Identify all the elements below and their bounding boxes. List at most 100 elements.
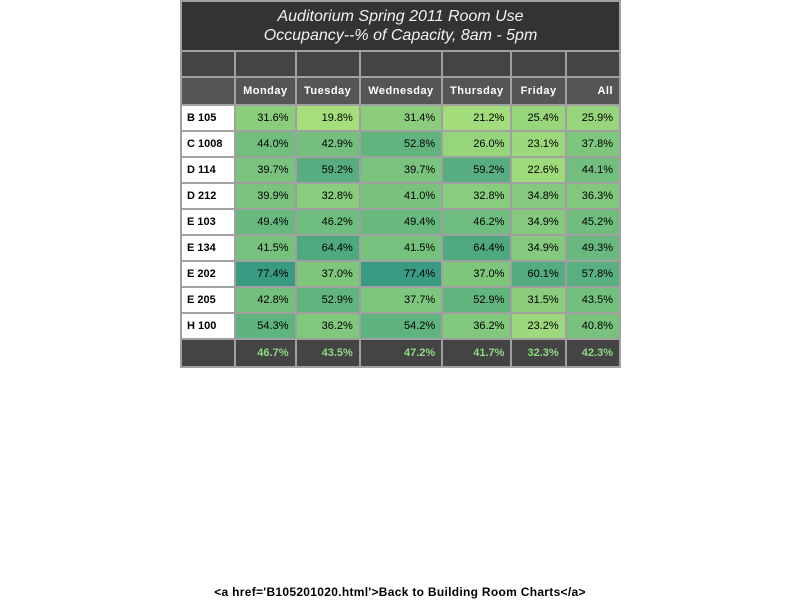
heatmap-cell: 46.2% (296, 210, 359, 234)
heatmap-cell: 42.8% (236, 288, 295, 312)
heatmap-cell: 36.3% (566, 184, 619, 208)
heatmap-cell: 19.8% (296, 106, 359, 130)
heatmap-cell: 32.8% (443, 184, 511, 208)
heatmap-cell: 21.2% (443, 106, 511, 130)
heatmap-cell: 49.4% (360, 210, 442, 234)
chart-subtitle: Occupancy--% of Capacity, 8am - 5pm (263, 27, 538, 44)
total-cell-monday: 46.7% (236, 340, 295, 366)
heatmap-cell: 31.4% (360, 106, 442, 130)
row-label-room: H 100 (182, 314, 235, 338)
chart-title: Auditorium Spring 2011 Room Use (277, 8, 524, 25)
total-cell-all: 42.3% (566, 340, 619, 366)
heatmap-cell: 52.8% (360, 132, 442, 156)
table-row: B 105 31.6% 19.8% 31.4% 21.2% 25.4% 25.9% (182, 106, 619, 130)
occupancy-table: Auditorium Spring 2011 Room Use Occupanc… (180, 0, 621, 368)
heatmap-cell: 37.8% (566, 132, 619, 156)
row-label-room: E 103 (182, 210, 235, 234)
heatmap-cell: 64.4% (443, 236, 511, 260)
table-row: D 114 39.7% 59.2% 39.7% 59.2% 22.6% 44.1% (182, 158, 619, 182)
heatmap-cell: 52.9% (296, 288, 359, 312)
occupancy-heatmap: Auditorium Spring 2011 Room Use Occupanc… (180, 0, 621, 368)
heatmap-cell: 23.2% (512, 314, 565, 338)
table-row: E 205 42.8% 52.9% 37.7% 52.9% 31.5% 43.5% (182, 288, 619, 312)
heatmap-cell: 23.1% (512, 132, 565, 156)
heatmap-cell: 37.0% (443, 262, 511, 286)
heatmap-cell: 46.2% (443, 210, 511, 234)
heatmap-cell: 45.2% (566, 210, 619, 234)
heatmap-cell: 49.4% (236, 210, 295, 234)
heatmap-cell: 41.0% (360, 184, 442, 208)
corner-cell (182, 78, 235, 104)
blank-header-row (182, 52, 619, 76)
blank-cell (512, 52, 565, 76)
heatmap-cell: 26.0% (443, 132, 511, 156)
total-cell-friday: 32.3% (512, 340, 565, 366)
table-body: B 105 31.6% 19.8% 31.4% 21.2% 25.4% 25.9% C 100… (182, 106, 619, 338)
heatmap-cell: 77.4% (236, 262, 295, 286)
totals-row: 46.7% 43.5% 47.2% 41.7% 32.3% 42.3% (182, 340, 619, 366)
heatmap-cell: 41.5% (360, 236, 442, 260)
row-label-room: C 1008 (182, 132, 235, 156)
heatmap-cell: 34.8% (512, 184, 565, 208)
heatmap-cell: 59.2% (443, 158, 511, 182)
column-header-all: All (566, 78, 619, 104)
row-label-room: E 202 (182, 262, 235, 286)
heatmap-cell: 22.6% (512, 158, 565, 182)
blank-cell (360, 52, 442, 76)
table-row: C 1008 44.0% 42.9% 52.8% 26.0% 23.1% 37.8% (182, 132, 619, 156)
heatmap-cell: 39.7% (236, 158, 295, 182)
heatmap-cell: 44.0% (236, 132, 295, 156)
heatmap-cell: 25.4% (512, 106, 565, 130)
row-label-room: D 114 (182, 158, 235, 182)
table-row: E 134 41.5% 64.4% 41.5% 64.4% 34.9% 49.3% (182, 236, 619, 260)
column-header-friday: Friday (512, 78, 565, 104)
total-cell-wednesday: 47.2% (360, 340, 442, 366)
heatmap-cell: 37.7% (360, 288, 442, 312)
chart-title-block: Auditorium Spring 2011 Room Use Occupanc… (182, 2, 619, 50)
table-row: H 100 54.3% 36.2% 54.2% 36.2% 23.2% 40.8% (182, 314, 619, 338)
heatmap-cell: 39.9% (236, 184, 295, 208)
heatmap-cell: 36.2% (296, 314, 359, 338)
heatmap-cell: 37.0% (296, 262, 359, 286)
blank-cell (236, 52, 295, 76)
heatmap-cell: 59.2% (296, 158, 359, 182)
heatmap-cell: 40.8% (566, 314, 619, 338)
heatmap-cell: 43.5% (566, 288, 619, 312)
heatmap-cell: 34.9% (512, 210, 565, 234)
blank-cell (182, 52, 235, 76)
heatmap-cell: 49.3% (566, 236, 619, 260)
column-header-monday: Monday (236, 78, 295, 104)
column-header-row: Monday Tuesday Wednesday Thursday Friday… (182, 78, 619, 104)
row-label-room: B 105 (182, 106, 235, 130)
totals-label-cell (182, 340, 235, 366)
heatmap-cell: 25.9% (566, 106, 619, 130)
row-label-room: E 205 (182, 288, 235, 312)
heatmap-cell: 36.2% (443, 314, 511, 338)
heatmap-cell: 54.3% (236, 314, 295, 338)
blank-cell (296, 52, 359, 76)
heatmap-cell: 44.1% (566, 158, 619, 182)
table-row: E 202 77.4% 37.0% 77.4% 37.0% 60.1% 57.8% (182, 262, 619, 286)
heatmap-cell: 39.7% (360, 158, 442, 182)
heatmap-cell: 41.5% (236, 236, 295, 260)
heatmap-cell: 31.6% (236, 106, 295, 130)
row-label-room: D 212 (182, 184, 235, 208)
column-header-wednesday: Wednesday (360, 78, 442, 104)
heatmap-cell: 52.9% (443, 288, 511, 312)
heatmap-cell: 32.8% (296, 184, 359, 208)
table-row: D 212 39.9% 32.8% 41.0% 32.8% 34.8% 36.3% (182, 184, 619, 208)
heatmap-cell: 34.9% (512, 236, 565, 260)
back-link-text[interactable]: <a href='B105201020.html'>Back to Buildi… (214, 585, 586, 599)
heatmap-cell: 57.8% (566, 262, 619, 286)
heatmap-cell: 31.5% (512, 288, 565, 312)
column-header-tuesday: Tuesday (296, 78, 359, 104)
heatmap-cell: 77.4% (360, 262, 442, 286)
total-cell-tuesday: 43.5% (296, 340, 359, 366)
heatmap-cell: 42.9% (296, 132, 359, 156)
column-header-thursday: Thursday (443, 78, 511, 104)
table-row: E 103 49.4% 46.2% 49.4% 46.2% 34.9% 45.2% (182, 210, 619, 234)
heatmap-cell: 64.4% (296, 236, 359, 260)
row-label-room: E 134 (182, 236, 235, 260)
heatmap-cell: 60.1% (512, 262, 565, 286)
heatmap-cell: 54.2% (360, 314, 442, 338)
